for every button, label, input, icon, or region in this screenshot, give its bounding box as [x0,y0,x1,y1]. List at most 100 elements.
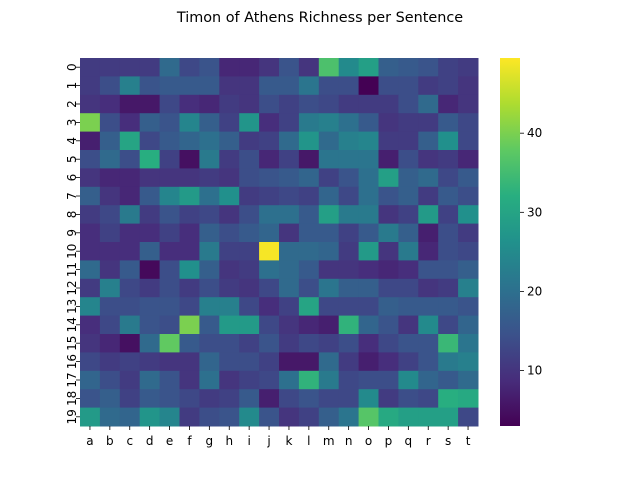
x-tick-label: j [266,434,270,448]
heatmap-cell [418,113,439,133]
heatmap-cell [119,334,141,353]
heatmap-cell [119,58,141,77]
heatmap-cell [219,260,240,280]
heatmap-cell [438,205,459,225]
heatmap-cell [239,407,260,427]
heatmap-cell [418,58,439,77]
heatmap-cell [458,150,479,169]
heatmap-cell [458,113,479,133]
heatmap-cell [219,389,240,409]
heatmap-cell [139,94,161,114]
heatmap-cell [358,205,379,225]
heatmap-cell [358,297,379,317]
heatmap-cell [80,150,101,169]
heatmap-cell [318,315,340,335]
heatmap-cell [239,94,260,114]
heatmap-cell [99,223,121,243]
heatmap-cell [418,205,439,225]
heatmap-cell [179,186,200,206]
heatmap-cell [358,223,379,243]
heatmap-cell [398,260,419,280]
heatmap-cell [99,278,121,298]
heatmap-cell [338,168,360,188]
heatmap-cell [99,76,121,96]
x-tick-label: k [285,434,292,448]
colorbar-tick-label: 30 [527,205,542,219]
heatmap-cell [80,242,101,261]
heatmap-cell [99,205,121,225]
heatmap-cell [139,352,161,372]
heatmap-cell [259,260,280,280]
heatmap-cell [159,370,180,390]
heatmap-cell [358,389,379,409]
x-tick-label: i [247,434,250,448]
chart-title: Timon of Athens Richness per Sentence [176,10,463,26]
heatmap-cell [378,94,399,114]
heatmap-cell [119,186,141,206]
heatmap-cell [239,113,260,133]
heatmap-cell [458,186,479,206]
heatmap-cell [418,278,439,298]
heatmap-cell [438,113,459,133]
heatmap-cell [199,94,220,114]
heatmap-cell [298,223,320,243]
heatmap-cell [119,315,141,335]
heatmap-cell [259,205,280,225]
heatmap-cell [458,370,479,390]
y-tick-label: 9 [65,229,79,237]
heatmap-cell [358,58,379,77]
heatmap-cell [139,58,161,77]
heatmap-cell [418,150,439,169]
heatmap-cell [239,150,260,169]
heatmap-cell [199,389,220,409]
heatmap-cell [80,113,101,133]
heatmap-cell [239,260,260,280]
heatmap-cell [219,168,240,188]
heatmap-cell [458,242,479,261]
heatmap-cell [259,407,280,427]
heatmap-cell [139,76,161,96]
heatmap-cell [119,278,141,298]
heatmap-cell [219,223,240,243]
heatmap-cell [259,113,280,133]
heatmap-cell [259,131,280,151]
heatmap-cell [80,260,101,280]
heatmap-cell [199,150,220,169]
heatmap-cell [239,297,260,317]
heatmap-cell [318,297,340,317]
y-tick-label: 16 [65,354,79,369]
heatmap-cell [159,278,180,298]
heatmap-cell [398,223,419,243]
heatmap-cell [259,315,280,335]
heatmap-cell [139,297,161,317]
y-tick-label: 10 [65,244,79,259]
heatmap-cell [398,205,419,225]
heatmap-cell [398,58,419,77]
heatmap-cell [338,131,360,151]
x-tick-label: c [126,434,133,448]
heatmap-cell [159,223,180,243]
heatmap-cell [378,58,399,77]
heatmap-cell [338,315,360,335]
heatmap-cell [199,205,220,225]
y-tick-label: 17 [65,372,79,387]
heatmap-cell [259,186,280,206]
heatmap-cell [298,94,320,114]
heatmap-cell [139,113,161,133]
heatmap-cell [318,223,340,243]
heatmap-cell [179,260,200,280]
heatmap-cell [80,94,101,114]
heatmap-cell [298,205,320,225]
heatmap-cell [259,297,280,317]
heatmap-cell [239,58,260,77]
heatmap-cell [458,334,479,353]
heatmap-cell [398,278,419,298]
heatmap-cell [259,278,280,298]
heatmap-cell [159,205,180,225]
heatmap-cell [199,370,220,390]
heatmap-cell [318,186,340,206]
x-tick-label: q [405,434,413,448]
y-tick-label: 13 [65,299,79,314]
